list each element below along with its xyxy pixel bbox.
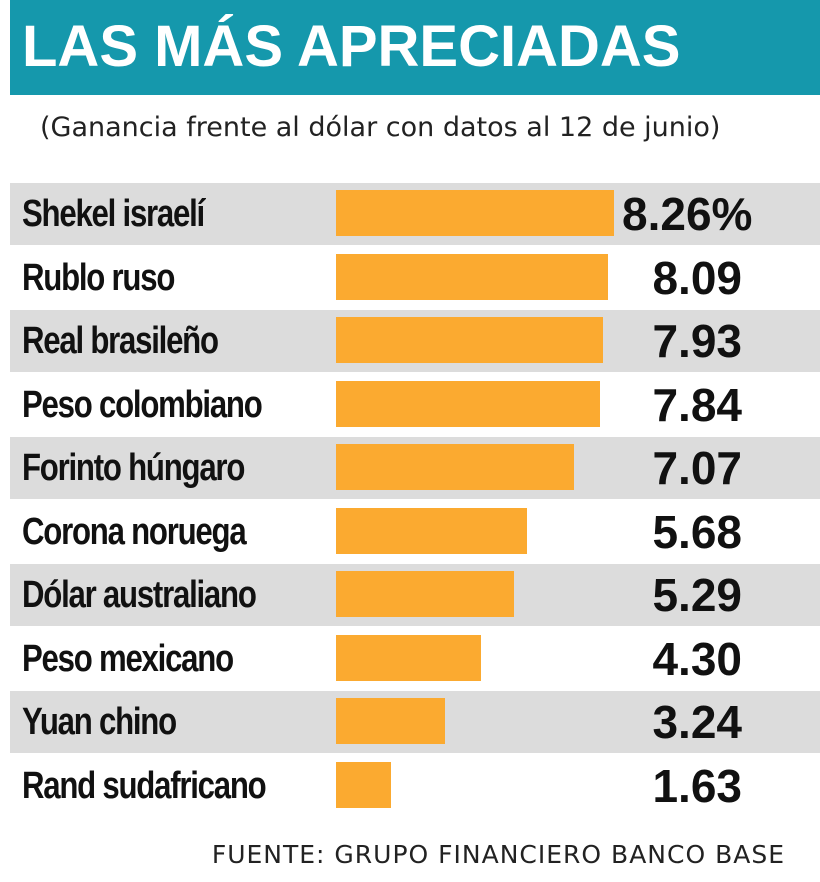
category-label: Peso colombiano <box>22 383 263 426</box>
category-label: Yuan chino <box>22 701 177 743</box>
category-label: Rand sudafricano <box>22 764 267 807</box>
category-label: Dólar australiano <box>22 574 257 616</box>
source-note: FUENTE: GRUPO FINANCIERO BANCO BASE <box>211 840 785 869</box>
chart-row: Peso mexicano 4.30 <box>10 628 820 690</box>
value-label: 7.93 <box>652 315 742 367</box>
chart-row: Forinto húngaro 7.07 <box>10 437 820 499</box>
chart-row: Yuan chino 3.24 <box>10 691 820 753</box>
bar <box>336 190 614 236</box>
category-label: Rublo ruso <box>22 256 175 299</box>
bar <box>336 380 600 427</box>
category-label: Real brasileño <box>22 320 219 362</box>
value-label: 5.68 <box>652 505 742 558</box>
bar <box>336 507 528 554</box>
chart-row: Shekel israelí 8.26% <box>10 183 820 245</box>
value-label: 8.26% <box>622 188 753 240</box>
chart-row: Peso colombiano 7.84 <box>10 374 820 436</box>
bar <box>336 444 574 490</box>
bar <box>336 761 391 808</box>
value-label: 7.07 <box>652 442 742 494</box>
chart-row: Rand sudafricano 1.63 <box>10 755 820 817</box>
category-label: Forinto húngaro <box>22 447 245 489</box>
category-label: Shekel israelí <box>22 193 205 235</box>
value-label: 8.09 <box>652 251 742 304</box>
bar-chart: Shekel israelí 8.26% Rublo ruso 8.09 Real br… <box>10 183 820 823</box>
chart-title: LAS MÁS APRECIADAS <box>22 14 681 79</box>
bar <box>336 253 609 300</box>
category-label: Corona noruega <box>22 510 247 553</box>
value-label: 1.63 <box>652 759 742 812</box>
chart-row: Dólar australiano 5.29 <box>10 564 820 626</box>
value-label: 5.29 <box>652 569 742 621</box>
value-label: 7.84 <box>652 378 742 431</box>
bar <box>336 317 603 363</box>
chart-row: Real brasileño 7.93 <box>10 310 820 372</box>
value-label: 3.24 <box>652 696 742 748</box>
chart-subtitle: (Ganancia frente al dólar con datos al 1… <box>40 112 721 143</box>
category-label: Peso mexicano <box>22 637 234 680</box>
bar <box>336 571 515 617</box>
value-label: 4.30 <box>652 632 742 685</box>
bar <box>336 634 481 681</box>
chart-row: Rublo ruso 8.09 <box>10 247 820 309</box>
chart-header: LAS MÁS APRECIADAS <box>10 0 820 95</box>
chart-row: Corona noruega 5.68 <box>10 501 820 563</box>
bar <box>336 698 446 744</box>
